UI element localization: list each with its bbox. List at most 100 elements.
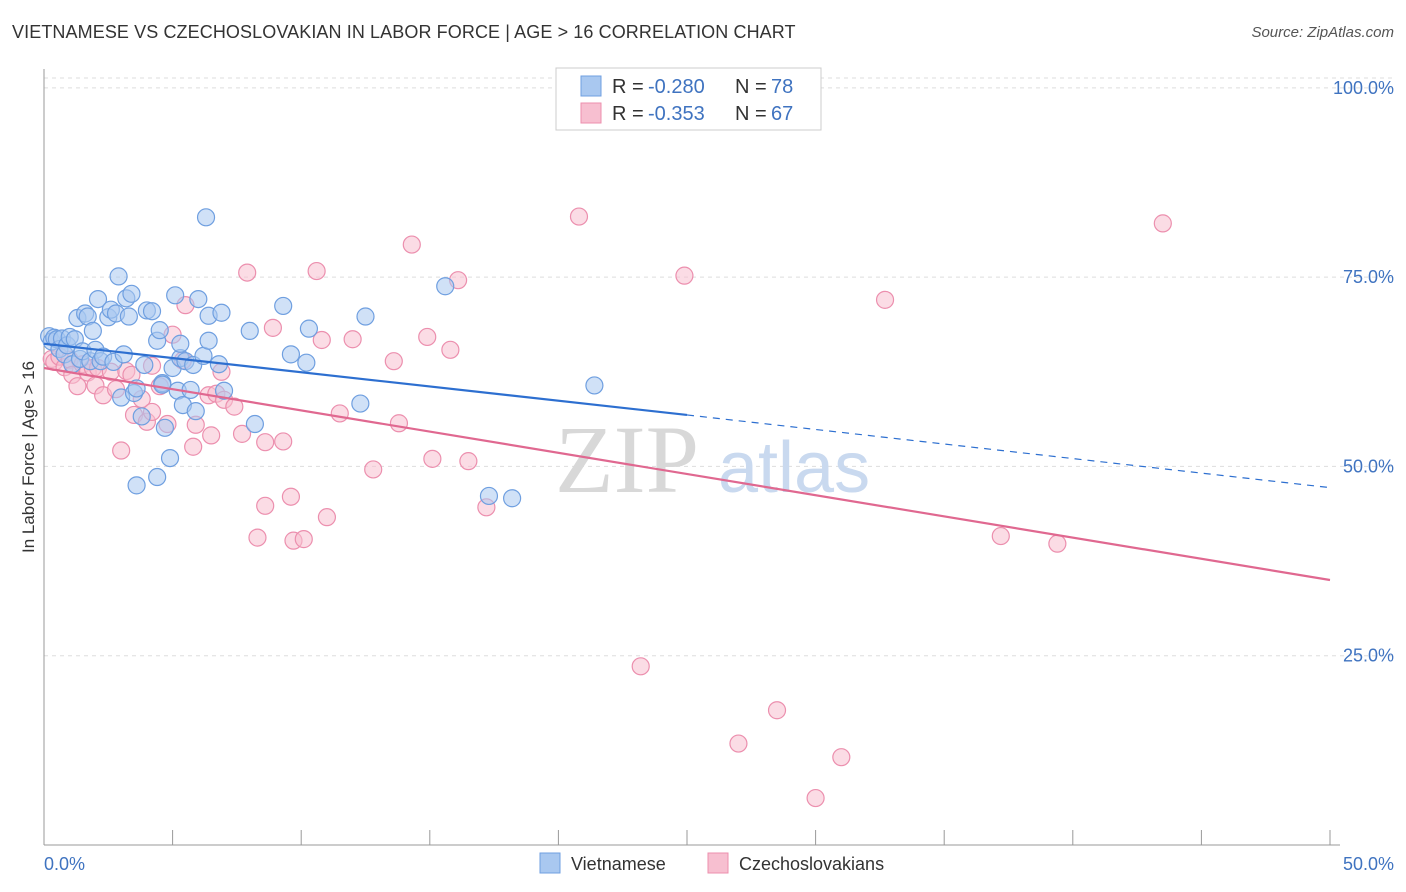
- bottom-legend-swatch-vietnamese: [539, 852, 561, 874]
- czechoslovakians-point: [184, 437, 203, 456]
- vietnamese-point: [114, 345, 133, 364]
- vietnamese-point: [240, 321, 259, 340]
- vietnamese-point: [274, 296, 293, 316]
- czechoslovakians-point: [281, 487, 301, 506]
- y-tick-label: 25.0%: [1343, 646, 1394, 666]
- watermark-zip: ZIP: [555, 406, 699, 513]
- vietnamese-point: [132, 407, 151, 426]
- czechoslovakians-point: [232, 424, 252, 443]
- legend: R = -0.280 N = 78 R = -0.353 N = 67: [555, 67, 822, 131]
- czechoslovakians-point: [1153, 214, 1172, 233]
- vietnamese-point: [88, 290, 108, 309]
- bottom-legend-swatch-czechoslovakians: [707, 852, 729, 874]
- vietnamese-point: [153, 375, 172, 394]
- legend-n-label-vietnamese: N =: [735, 76, 767, 98]
- watermark-atlas: atlas: [718, 428, 870, 508]
- czechoslovakians-point: [832, 748, 851, 767]
- czechoslovakians-point: [991, 526, 1010, 546]
- czechoslovakians-point: [112, 441, 131, 460]
- czechoslovakians-point: [729, 734, 748, 753]
- czechoslovakians-point: [256, 496, 275, 515]
- vietnamese-point: [127, 476, 146, 495]
- legend-r-value-czechoslovakians: -0.353: [648, 103, 705, 125]
- vietnamese-point: [245, 414, 265, 434]
- czechoslovakians-point: [402, 235, 421, 254]
- czechoslovakians-point: [274, 432, 293, 451]
- vietnamese-point: [122, 284, 141, 303]
- vietnamese-point: [585, 376, 604, 395]
- vietnamese-point: [214, 381, 234, 400]
- vietnamese-point: [189, 290, 208, 309]
- vietnamese-trend-line: [43, 342, 688, 417]
- czechoslovakians-point: [202, 426, 221, 445]
- czechoslovakians-point: [307, 261, 326, 281]
- y-tick-label: 100.0%: [1333, 78, 1394, 98]
- x-tick-label-min: 0.0%: [44, 854, 85, 874]
- legend-n-label-czechoslovakians: N =: [735, 103, 767, 125]
- trend-lines: [43, 342, 1331, 582]
- vietnamese-point: [166, 286, 185, 305]
- vietnamese-trend-extension: [686, 414, 1331, 489]
- y-tick-label: 50.0%: [1343, 456, 1394, 476]
- czechoslovakians-point: [418, 327, 437, 347]
- legend-r-label-vietnamese: R =: [612, 76, 644, 98]
- y-tick-labels: 25.0% 50.0% 75.0% 100.0%: [1333, 78, 1394, 666]
- vietnamese-point: [186, 402, 205, 421]
- legend-n-value-vietnamese: 78: [771, 76, 793, 98]
- x-tick-marks: [43, 830, 1331, 845]
- watermark: ZIP atlas: [555, 406, 870, 513]
- chart-title: VIETNAMESE VS CZECHOSLOVAKIAN IN LABOR F…: [12, 22, 796, 42]
- vietnamese-point: [160, 449, 180, 468]
- czechoslovakians-point: [263, 318, 283, 337]
- czechoslovakians-point: [294, 530, 313, 549]
- legend-r-label-czechoslovakians: R =: [612, 103, 644, 125]
- x-tick-label-max: 50.0%: [1343, 854, 1394, 874]
- y-tick-label: 75.0%: [1343, 267, 1394, 287]
- legend-r-value-vietnamese: -0.280: [648, 76, 705, 98]
- czechoslovakians-point: [569, 207, 589, 226]
- czechoslovakians-point: [675, 266, 694, 285]
- vietnamese-point: [119, 307, 138, 326]
- vietnamese-point: [297, 353, 316, 372]
- vietnamese-point: [281, 345, 301, 364]
- czechoslovakians-point: [225, 397, 244, 416]
- czechoslovakians-point: [384, 352, 403, 371]
- vietnamese-points: [40, 208, 604, 508]
- vietnamese-point: [212, 303, 231, 322]
- legend-n-value-czechoslovakians: 67: [771, 103, 793, 125]
- vietnamese-point: [436, 277, 455, 296]
- czechoslovakians-point: [364, 460, 383, 479]
- bottom-legend: Vietnamese Czechoslovakians: [539, 852, 884, 874]
- czechoslovakians-point: [767, 701, 787, 720]
- vietnamese-point: [356, 307, 375, 326]
- vietnamese-point: [155, 418, 174, 437]
- czechoslovakians-point: [423, 449, 442, 468]
- czechoslovakians-point: [256, 433, 275, 452]
- czechoslovakians-point: [238, 263, 257, 282]
- source-label: Source: ZipAtlas.com: [1251, 24, 1394, 41]
- vietnamese-point: [150, 321, 169, 340]
- czechoslovakians-point: [68, 377, 87, 396]
- vietnamese-point: [199, 331, 218, 350]
- vietnamese-point: [135, 355, 154, 375]
- czechoslovakians-point: [312, 330, 331, 350]
- czechoslovakians-trend-line: [43, 366, 1331, 582]
- czechoslovakians-point: [1048, 534, 1067, 553]
- vietnamese-point: [479, 486, 499, 506]
- vietnamese-point: [503, 489, 522, 508]
- legend-swatch-czechoslovakians: [580, 102, 602, 124]
- y-axis-label: In Labor Force | Age > 16: [19, 361, 38, 553]
- bottom-legend-label-czechoslovakians: Czechoslovakians: [739, 854, 884, 874]
- legend-swatch-vietnamese: [580, 75, 602, 97]
- czechoslovakians-point: [441, 340, 460, 359]
- vietnamese-point: [171, 334, 190, 353]
- czechoslovakians-point: [631, 657, 650, 676]
- bottom-legend-label-vietnamese: Vietnamese: [571, 854, 666, 874]
- czechoslovakians-point: [317, 508, 337, 527]
- czechoslovakians-point: [248, 528, 267, 547]
- czechoslovakians-point: [875, 290, 895, 309]
- vietnamese-point: [148, 467, 167, 487]
- vietnamese-point: [181, 380, 200, 400]
- czechoslovakians-point: [806, 788, 825, 808]
